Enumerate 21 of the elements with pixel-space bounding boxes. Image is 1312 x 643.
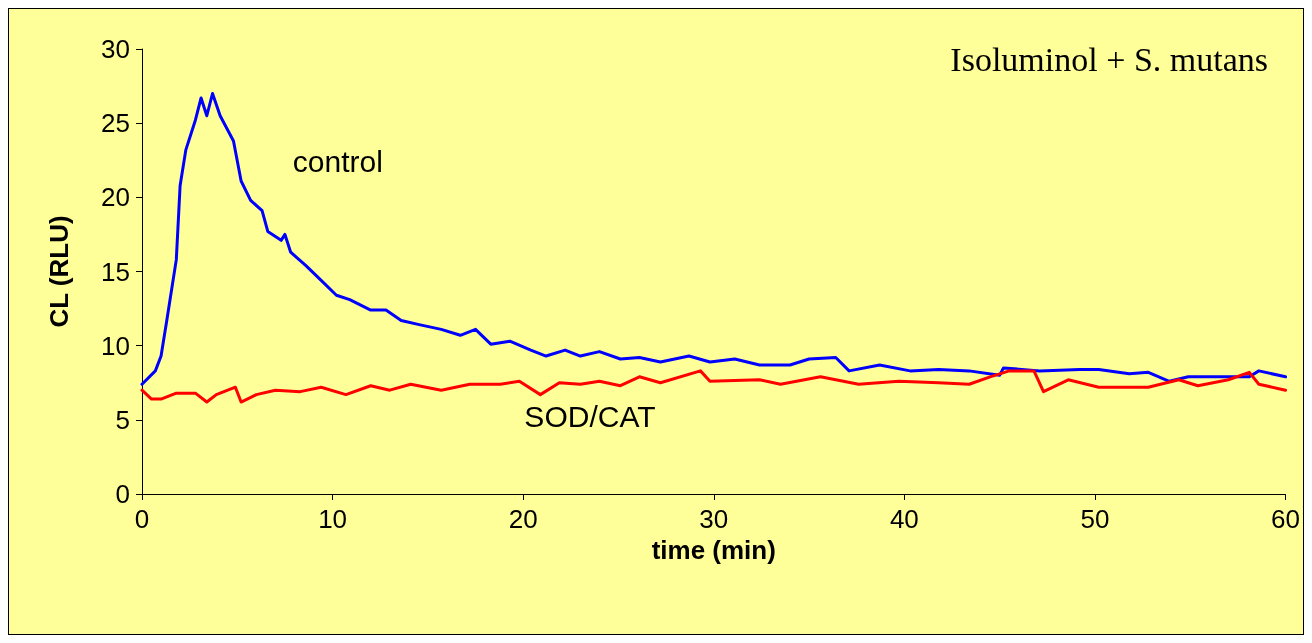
y-tick-label: 0 [115, 479, 130, 509]
x-tick-label: 20 [508, 504, 538, 534]
chart-title: Isoluminol + S. mutans [950, 40, 1268, 78]
y-tick-label: 5 [115, 404, 130, 435]
y-tick-label: 25 [101, 108, 130, 139]
x-axis-title: time (min) [651, 534, 776, 565]
series-label: control [292, 144, 383, 178]
series-label: SOD/CAT [524, 399, 656, 433]
x-tick-label: 30 [699, 504, 729, 534]
y-tick-label: 20 [101, 182, 130, 213]
x-tick-label: 10 [318, 504, 348, 534]
line-series [140, 92, 1288, 386]
y-tick-label: 30 [101, 34, 130, 64]
y-tick-label: 10 [101, 330, 130, 361]
x-tick-label: 0 [134, 504, 150, 534]
y-axis-title: CL (RLU) [44, 215, 74, 328]
x-tick-label: 60 [1271, 504, 1300, 534]
y-tick-label: 15 [101, 256, 130, 287]
x-tick-label: 50 [1080, 504, 1110, 534]
line-series [140, 369, 1288, 404]
x-tick-label: 40 [889, 504, 919, 534]
